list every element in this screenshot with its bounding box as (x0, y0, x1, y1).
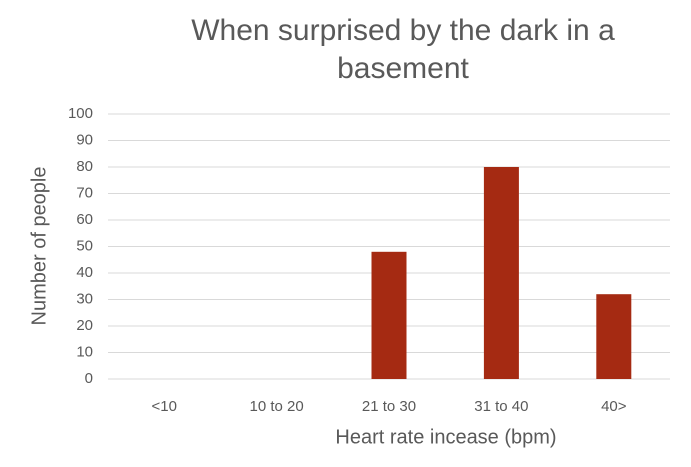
y-tick-label: 20 (76, 317, 93, 334)
bar (596, 294, 632, 379)
x-tick-label: 40> (601, 398, 627, 415)
y-axis-label: Number of people (28, 167, 50, 326)
chart-title: When surprised by the dark in a basement (191, 14, 615, 85)
bar (483, 167, 519, 379)
y-tick-label: 80 (76, 158, 93, 175)
x-tick-label: 31 to 40 (474, 398, 528, 415)
y-tick-label: 40 (76, 264, 93, 281)
bar (371, 251, 407, 379)
y-tick-label: 100 (68, 105, 93, 122)
y-tick-label: 30 (76, 290, 93, 307)
y-tick-label: 10 (76, 343, 93, 360)
y-tick-label: 0 (85, 370, 93, 387)
y-tick-label: 50 (76, 237, 93, 254)
y-tick-label: 70 (76, 184, 93, 201)
x-tick-label: 21 to 30 (362, 398, 416, 415)
y-tick-label: 60 (76, 211, 93, 228)
x-tick-label: <10 (151, 398, 176, 415)
y-tick-label: 90 (76, 131, 93, 148)
x-tick-label: 10 to 20 (249, 398, 303, 415)
x-axis-label: Heart rate incease (bpm) (335, 426, 556, 448)
